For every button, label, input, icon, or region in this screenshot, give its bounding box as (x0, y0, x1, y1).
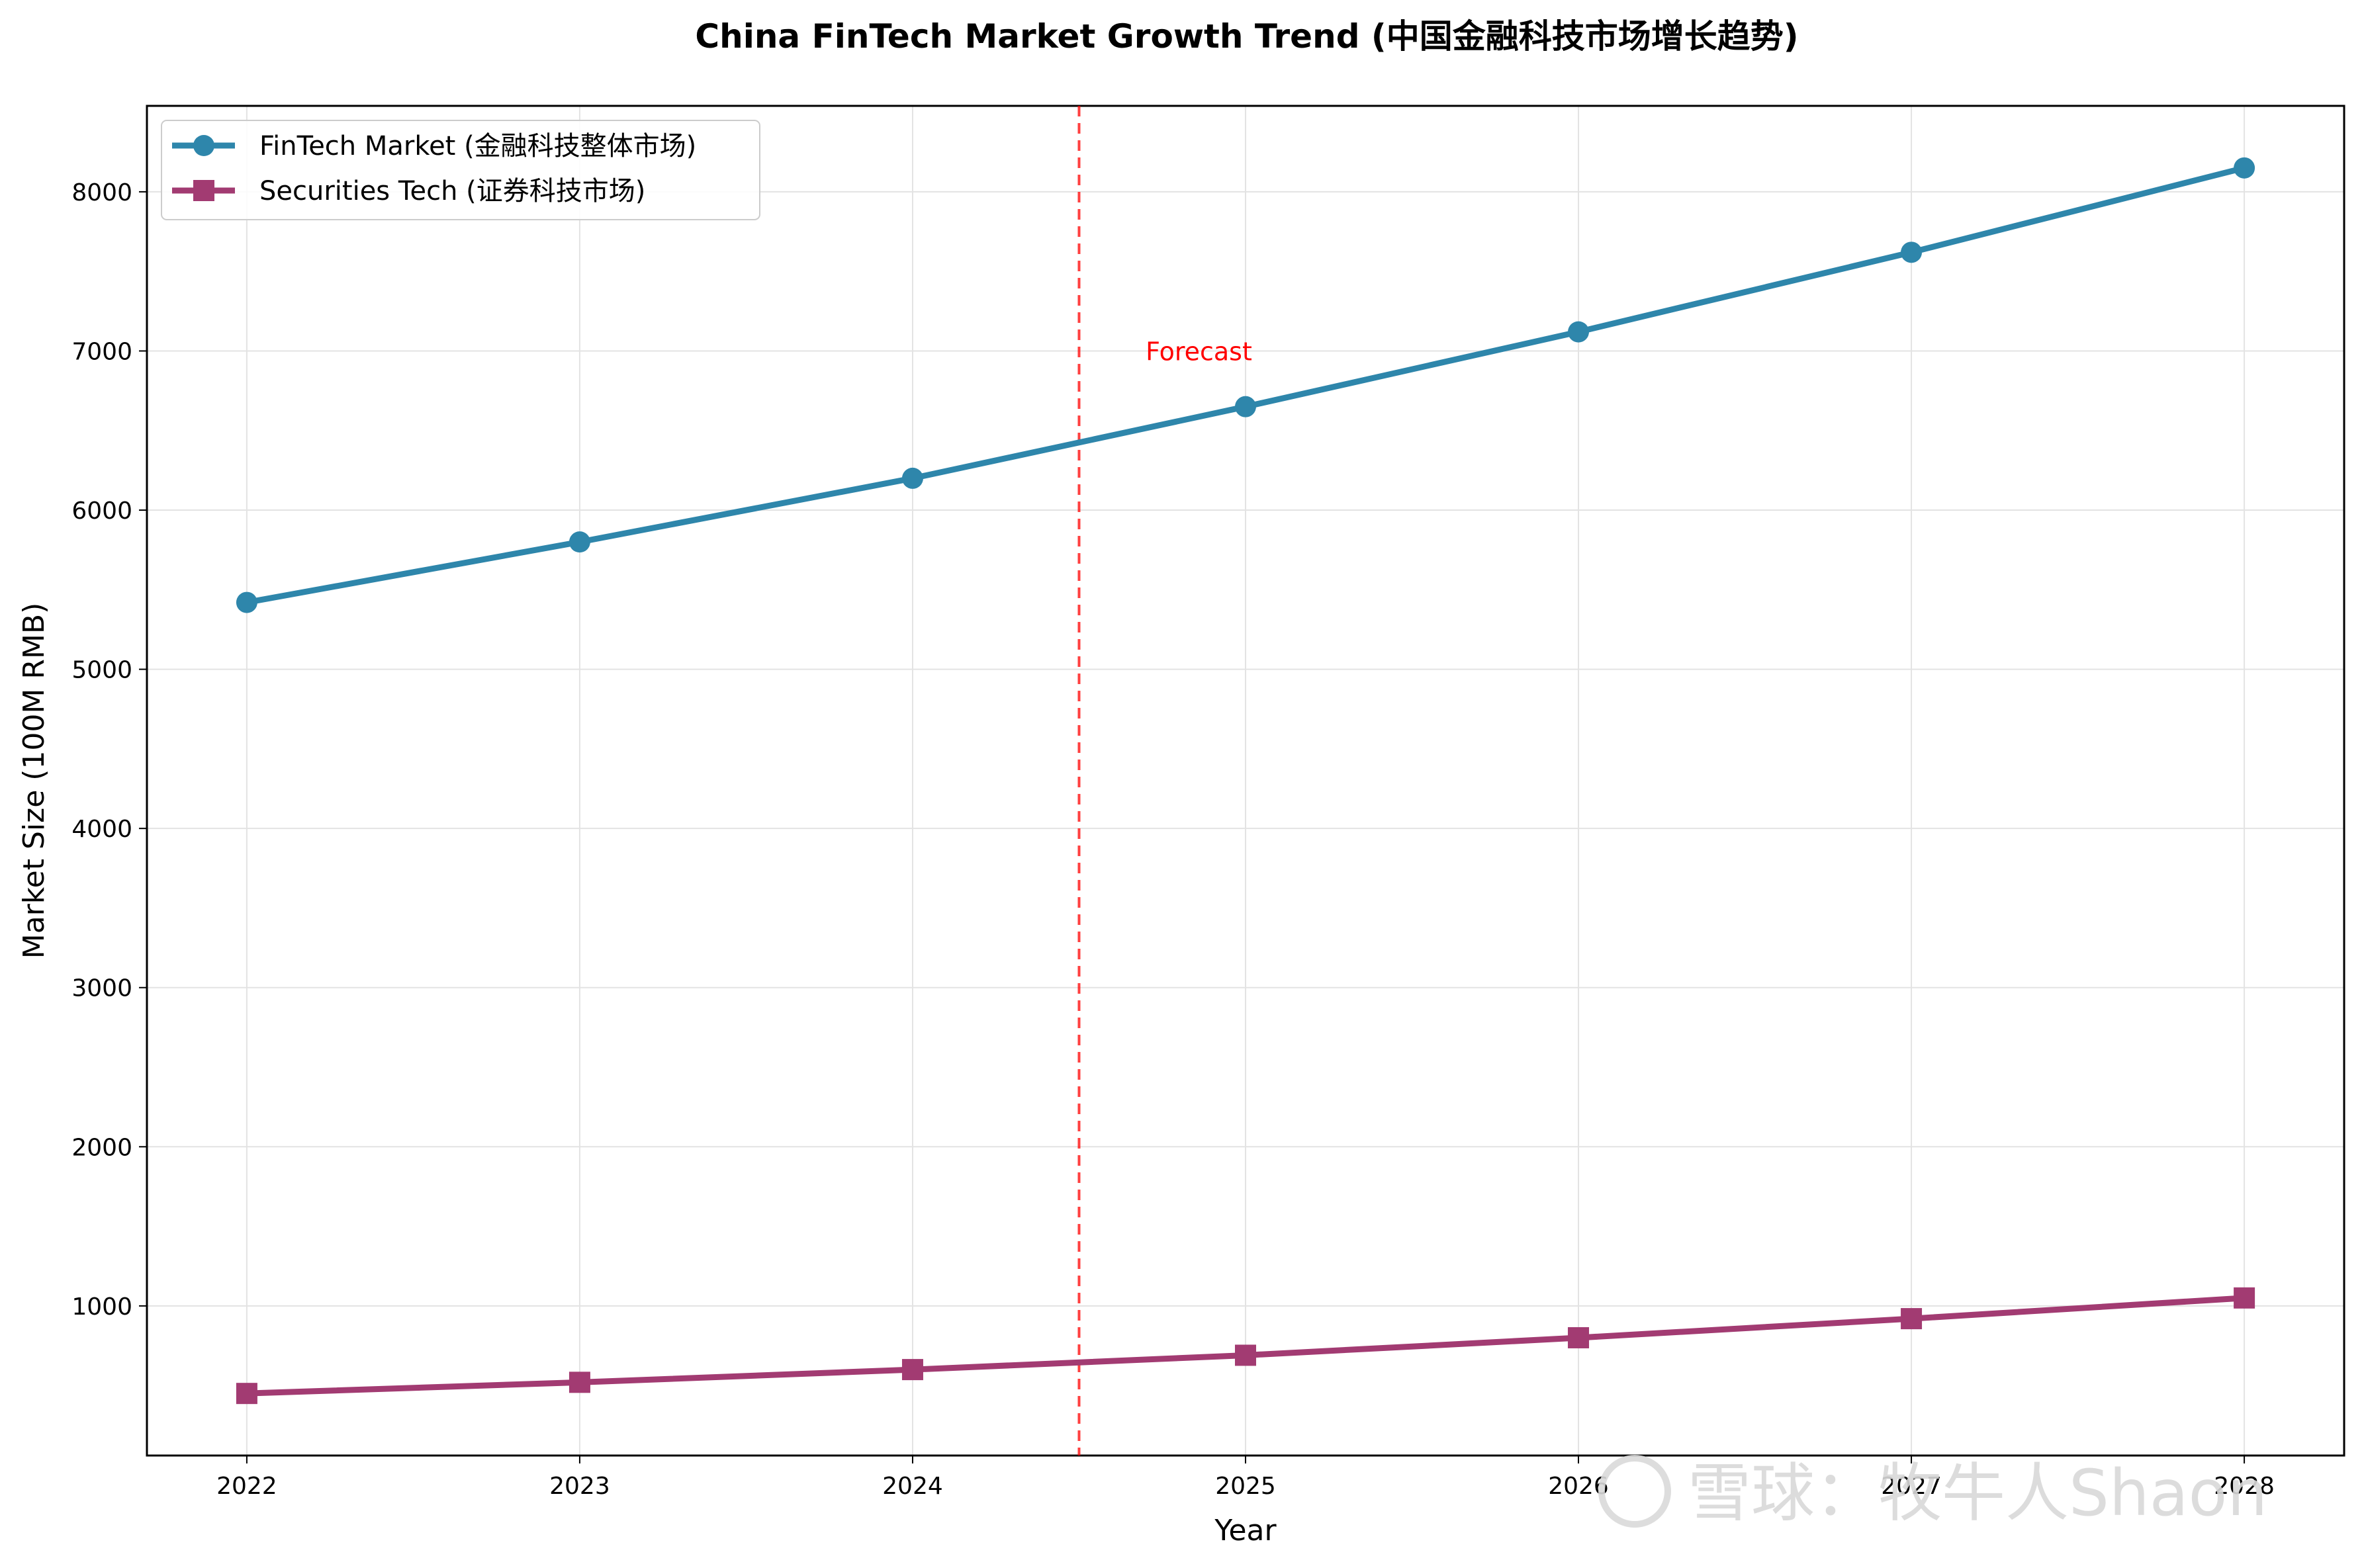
data-point-0 (2234, 157, 2255, 179)
data-point-0 (236, 591, 257, 613)
y-tick-label: 4000 (71, 816, 132, 843)
forecast-label: Forecast (1146, 337, 1252, 366)
legend-label-fintech: FinTech Market (金融科技整体市场) (259, 131, 696, 161)
legend-marker-fintech (193, 135, 214, 156)
data-point-1 (901, 1359, 923, 1381)
y-tick-label: 2000 (71, 1134, 132, 1161)
forecast-marker: Forecast (1077, 106, 1252, 1456)
y-axis-label: Market Size (100M RMB) (17, 603, 51, 959)
data-point-0 (1568, 321, 1590, 343)
x-axis-ticks: 2022 2023 2024 2025 2026 2027 2028 (216, 1456, 2275, 1500)
y-tick-label: 1000 (71, 1293, 132, 1321)
data-point-0 (1235, 396, 1256, 417)
x-tick-label: 2023 (549, 1473, 610, 1500)
x-tick-label: 2028 (2214, 1473, 2275, 1500)
legend-box (161, 120, 760, 220)
x-tick-label: 2027 (1881, 1473, 1942, 1500)
y-tick-label: 6000 (71, 498, 132, 525)
data-point-1 (2234, 1287, 2255, 1309)
data-point-0 (901, 467, 923, 489)
data-point-1 (1568, 1327, 1590, 1348)
watermark-text: 雪球：牧牛人Shaon (1688, 1456, 2267, 1530)
x-tick-label: 2022 (216, 1473, 277, 1500)
data-point-1 (568, 1372, 590, 1393)
data-point-0 (568, 531, 590, 553)
x-axis-label: Year (1214, 1514, 1277, 1547)
y-axis-ticks: 1000 2000 3000 4000 5000 6000 7000 8000 (71, 179, 147, 1321)
data-point-1 (1235, 1344, 1256, 1366)
watermark: 雪球：牧牛人Shaon (1598, 1455, 2267, 1530)
y-tick-label: 5000 (71, 657, 132, 684)
y-tick-label: 8000 (71, 179, 132, 206)
legend-label-securities: Securities Tech (证券科技市场) (259, 176, 645, 206)
y-tick-label: 3000 (71, 975, 132, 1002)
y-tick-label: 7000 (71, 338, 132, 365)
x-tick-label: 2024 (882, 1473, 943, 1500)
grid (147, 106, 2344, 1456)
data-point-1 (236, 1383, 257, 1405)
watermark-logo-icon (1598, 1455, 1671, 1528)
legend: FinTech Market (金融科技整体市场) Securities Tec… (161, 120, 760, 220)
data-point-1 (1901, 1308, 1923, 1330)
data-point-0 (1901, 241, 1923, 263)
x-tick-label: 2025 (1215, 1473, 1276, 1500)
series-group (236, 157, 2255, 1405)
legend-marker-securities (193, 180, 214, 201)
chart-title: China FinTech Market Growth Trend (中国金融科… (695, 17, 1798, 56)
